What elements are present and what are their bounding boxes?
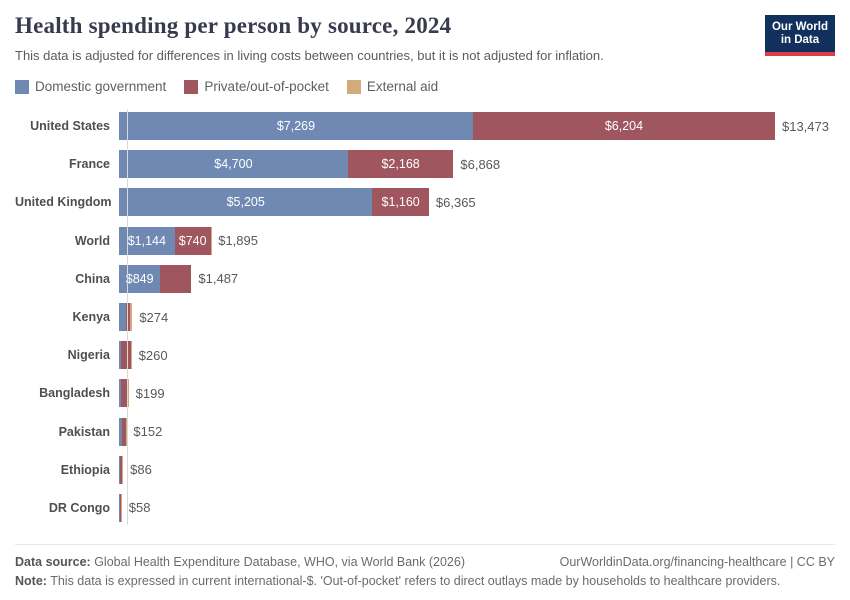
total-value-label: $260 [138,347,168,363]
total-value-label: $1,487 [198,271,239,287]
country-label: Bangladesh [39,386,110,401]
country-label: Nigeria [67,348,110,363]
page-title: Health spending per person by source, 20… [15,13,452,38]
country-label: United States [30,119,110,134]
country-label: DR Congo [48,500,110,515]
bar-segment-domestic-government[interactable] [119,493,120,522]
bar-row-kenya: Kenya $274 [15,298,835,336]
bar-segment-domestic-government[interactable] [119,379,121,408]
bar-segment-private-out-of-pocket[interactable] [122,417,127,446]
country-label: Ethiopia [60,462,110,477]
bar-segment-domestic-government[interactable] [119,455,121,484]
bar-stack[interactable]: $5,205 $1,160 [119,188,429,217]
stacked-bar-chart: United States $7,269 $6,204 $13,473 France $4… [15,107,835,527]
legend-item-2[interactable]: External aid [346,79,439,94]
total-value-label: $6,365 [435,194,476,210]
bar-segment-private-out-of-pocket[interactable] [120,341,131,370]
bar-segment-domestic-government[interactable] [119,303,127,332]
bar-row-ethiopia: Ethiopia $86 [15,451,835,489]
bar-segment-private-out-of-pocket[interactable] [119,493,122,522]
bar-segment-domestic-government[interactable]: $4,700 [119,150,348,179]
bar-stack[interactable] [119,493,122,522]
bar-segment-private-out-of-pocket[interactable] [160,264,192,293]
bar-stack[interactable] [119,341,132,370]
bar-row-pakistan: Pakistan $152 [15,413,835,451]
legend-swatch-icon [346,79,361,94]
header-text: Health spending per person by source, 20… [15,13,604,63]
legend-item-0[interactable]: Domestic government [15,79,166,94]
bar-stack[interactable] [119,417,127,446]
bar-segment-domestic-government[interactable]: $849 [119,264,161,293]
country-label: France [69,157,110,172]
bar-segment-external-aid[interactable] [121,493,122,522]
chart-footer: Data source: Global Health Expenditure D… [15,544,835,588]
bar-segment-external-aid[interactable] [121,455,124,484]
bar-stack[interactable]: $1,144 $740 [119,226,212,255]
bar-row-france: France $4,700 $2,168 $6,868 [15,145,835,183]
country-label: Kenya [72,310,110,325]
bar-segment-private-out-of-pocket[interactable]: $6,204 [472,112,775,141]
bar-row-dr-congo: DR Congo $58 [15,489,835,527]
bar-row-united-kingdom: United Kingdom $5,205 $1,160 $6,365 [15,183,835,221]
country-label: World [74,233,110,248]
owid-logo-line2: in Data [780,34,820,46]
total-value-label: $1,895 [218,233,258,249]
bar-segment-domestic-government[interactable]: $5,205 [119,188,373,217]
chart-header: Health spending per person by source, 20… [15,0,835,63]
bar-segment-domestic-government[interactable]: $1,144 [119,226,175,255]
bar-stack[interactable]: $849 [119,264,192,293]
bar-segment-private-out-of-pocket[interactable]: $1,160 [372,188,429,217]
country-label: China [75,271,110,286]
legend-item-1[interactable]: Private/out-of-pocket [184,79,329,94]
footer-source-row: Data source: Global Health Expenditure D… [15,555,835,569]
bar-row-china: China $849 $1,487 [15,260,835,298]
bar-segment-private-out-of-pocket[interactable]: $740 [174,226,211,255]
bar-segment-external-aid[interactable] [130,341,132,370]
legend-label: Private/out-of-pocket [204,79,329,94]
owid-logo-line1: Our World [771,21,828,33]
legend-swatch-icon [184,79,199,94]
bar-segment-private-out-of-pocket[interactable] [120,379,128,408]
total-value-label: $152 [133,424,163,440]
total-value-label: $13,473 [781,118,829,134]
attribution-link[interactable]: OurWorldinData.org/financing-healthcare … [559,555,835,569]
bar-row-united-states: United States $7,269 $6,204 $13,473 [15,107,835,145]
country-label: United Kingdom [15,195,112,210]
bar-segment-domestic-government[interactable] [119,341,121,370]
total-value-label: $58 [128,500,151,516]
bar-stack[interactable] [119,303,133,332]
total-value-label: $6,868 [460,156,501,172]
bar-segment-external-aid[interactable] [128,379,129,408]
bar-segment-external-aid[interactable] [130,303,133,332]
bar-stack[interactable] [119,379,129,408]
chart-legend: Domestic government Private/out-of-pocket… [15,79,835,94]
bar-row-world: World $1,144 $740 $1,895 [15,222,835,260]
y-axis-line [127,109,128,526]
bar-stack[interactable]: $4,700 $2,168 [119,150,454,179]
bar-segment-domestic-government[interactable] [119,417,123,446]
total-value-label: $199 [135,385,165,401]
owid-logo[interactable]: Our World in Data [764,15,835,56]
bar-segment-private-out-of-pocket[interactable] [120,455,122,484]
legend-label: Domestic government [35,79,167,94]
page-subtitle: This data is adjusted for differences in… [15,48,604,63]
bar-segment-domestic-government[interactable]: $7,269 [119,112,473,141]
total-value-label: $86 [130,462,152,478]
bar-row-nigeria: Nigeria $260 [15,336,835,374]
bar-segment-private-out-of-pocket[interactable]: $2,168 [347,150,454,179]
total-value-label: $274 [139,309,169,325]
note-label: Note: [15,574,47,588]
legend-label: External aid [366,79,439,94]
legend-swatch-icon [15,79,29,94]
bar-segment-private-out-of-pocket[interactable] [126,303,131,332]
bar-stack[interactable] [119,455,124,484]
bar-stack[interactable]: $7,269 $6,204 [119,112,775,141]
bar-segment-external-aid[interactable] [210,226,212,255]
data-source-text: Data source: Global Health Expenditure D… [15,555,465,569]
bar-row-bangladesh: Bangladesh $199 [15,374,835,412]
data-source-label: Data source: [15,555,91,569]
footer-note-row: Note: This data is expressed in current … [15,574,781,588]
country-label: Pakistan [58,424,110,439]
